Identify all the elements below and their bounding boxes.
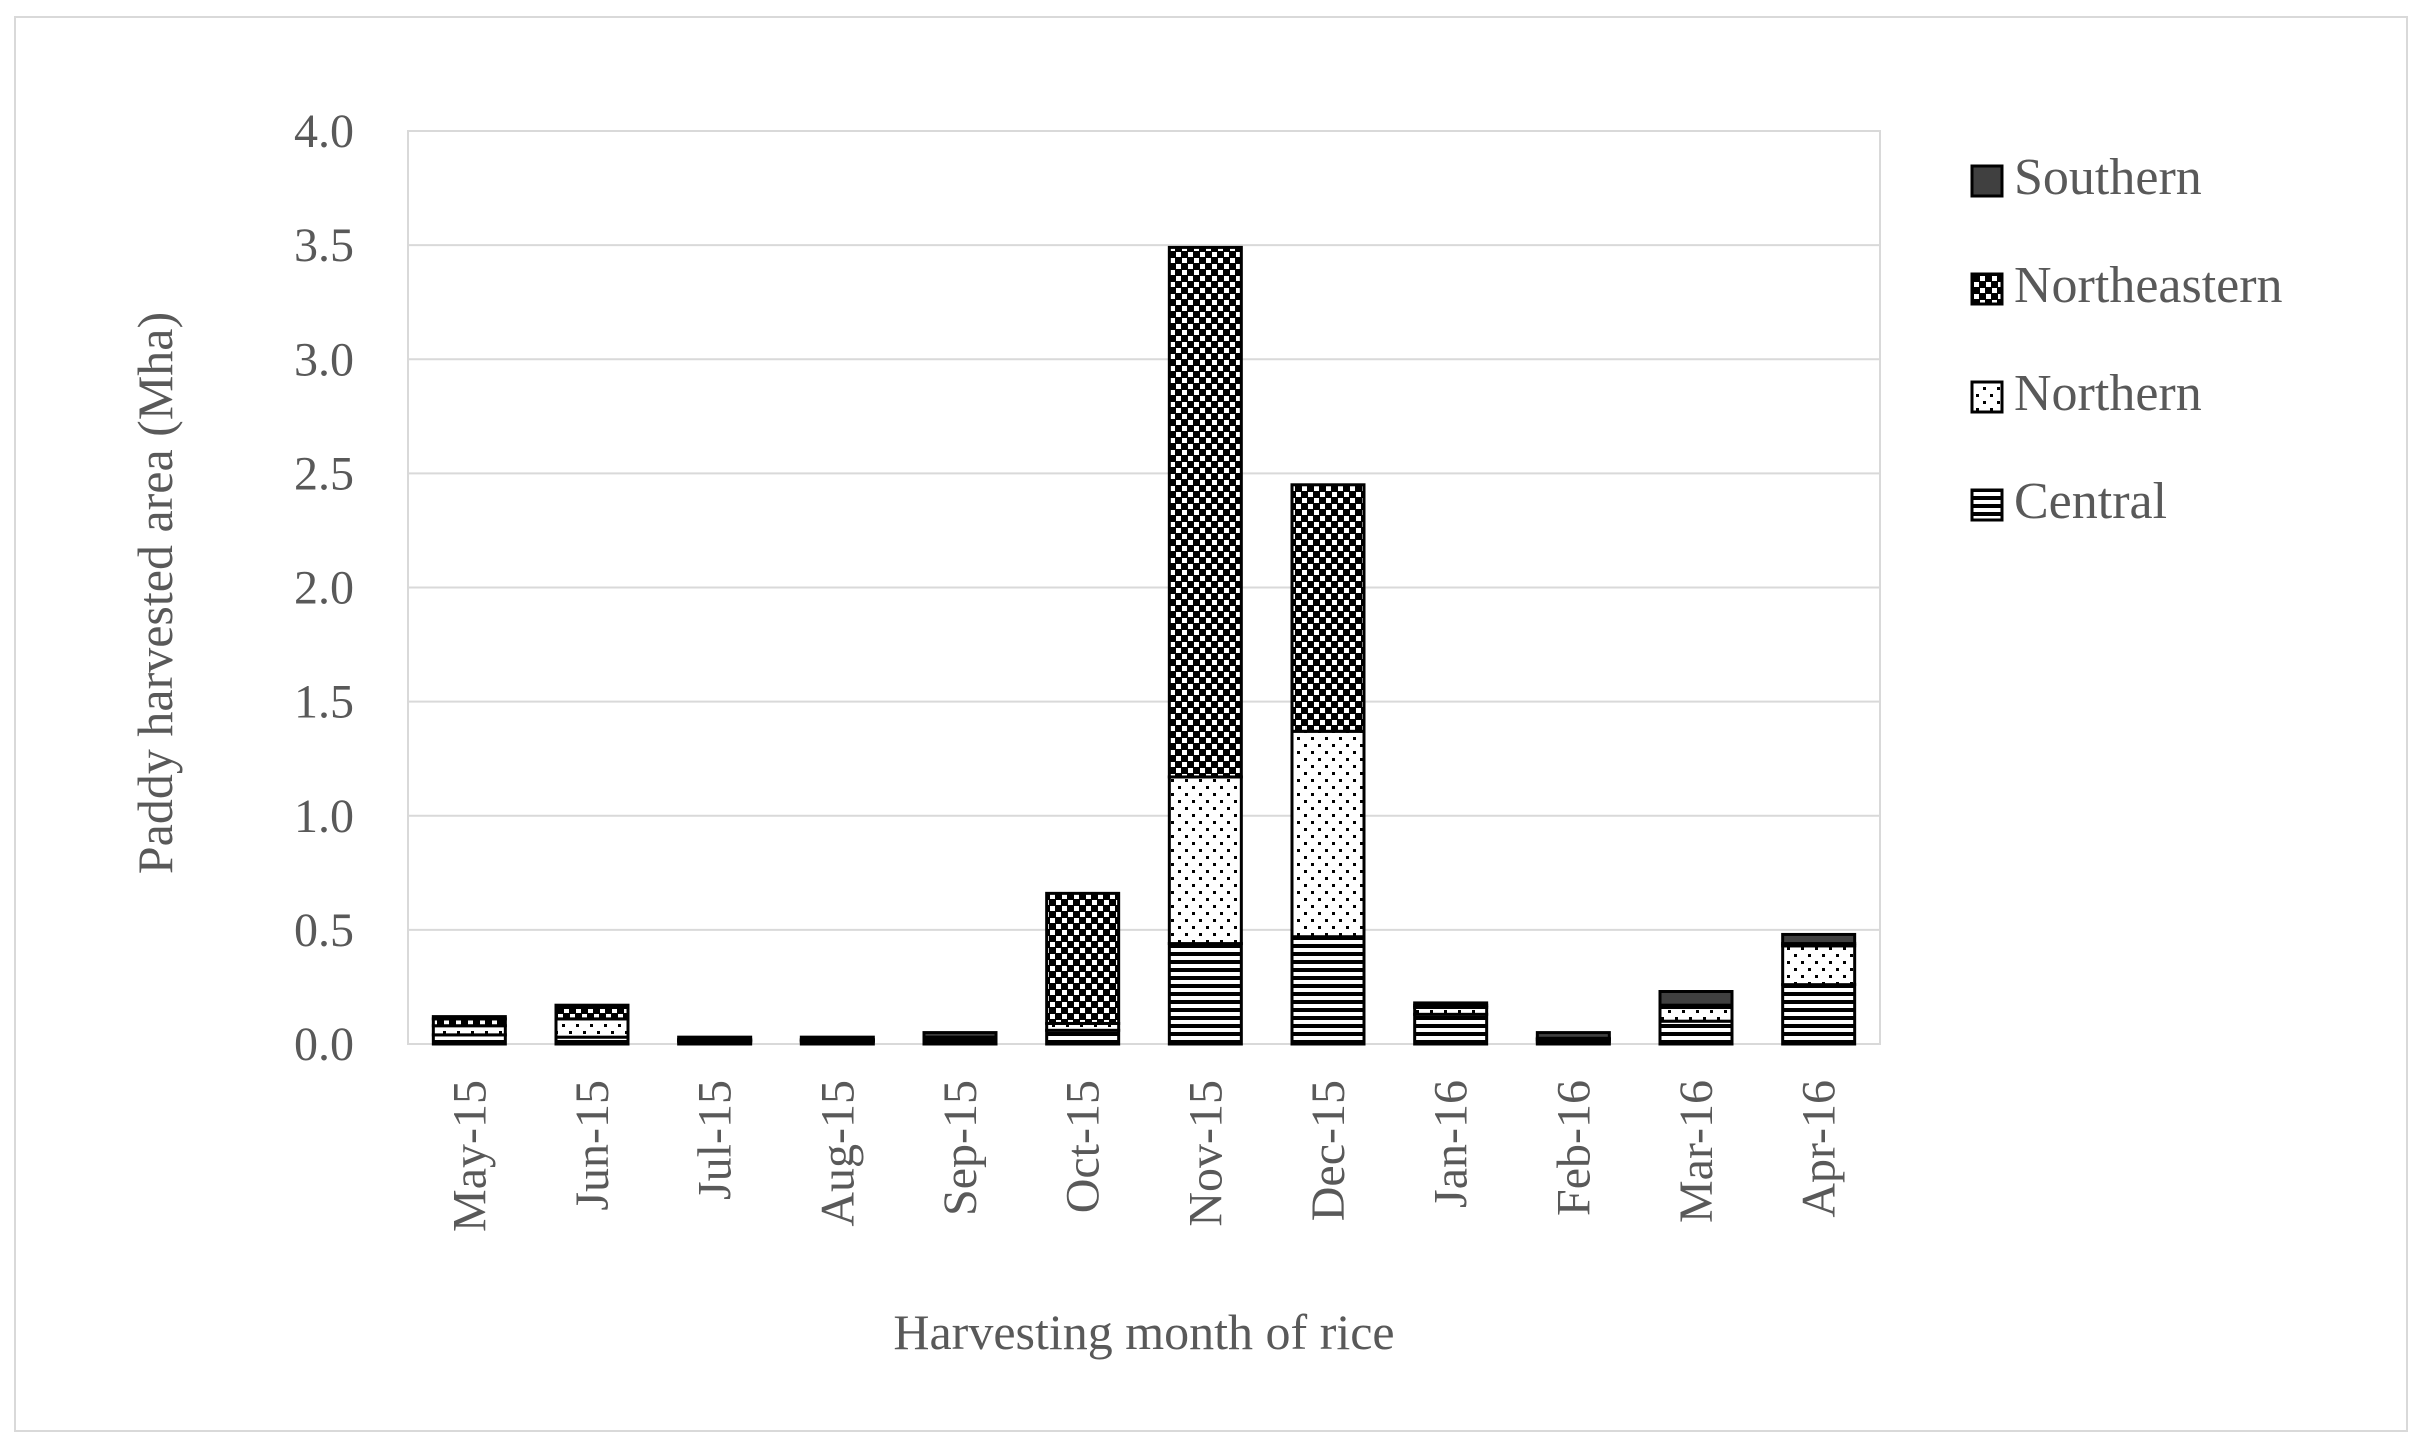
bar-stack-Mar-16 (1658, 990, 1734, 1046)
y-axis-title: Paddy harvested area (Mha) (127, 312, 183, 874)
bar-segment-southern (922, 1031, 998, 1039)
bar-segment-southern (1535, 1031, 1611, 1040)
bar-stack-May-15 (431, 1015, 507, 1046)
x-tick-label: May-15 (443, 1080, 496, 1232)
bar-stack-Jul-15 (677, 1035, 753, 1046)
bar-segment-northeastern (554, 1005, 630, 1021)
bar-stack-Feb-16 (1535, 1031, 1611, 1046)
gridlines (408, 130, 1880, 1045)
bar-segment-central (1413, 1012, 1489, 1046)
legend-label: Southern (2014, 149, 2202, 206)
x-tick-label: Jul-15 (689, 1080, 742, 1200)
legend: Southern Northeastern Northern Central (1970, 149, 2283, 530)
bar-segment-northeastern (1290, 483, 1366, 733)
x-tick-label: Mar-16 (1670, 1080, 1723, 1223)
y-tick-label: 2.5 (294, 447, 354, 500)
bar-segment-central (1658, 1019, 1734, 1046)
legend-label: Northeastern (2014, 257, 2283, 314)
bar-stack-Jan-16 (1413, 1001, 1489, 1046)
y-tick-label: 3.5 (294, 219, 354, 272)
x-tick-label: Feb-16 (1547, 1080, 1600, 1216)
bar-segment-central (1290, 935, 1366, 1046)
y-tick-label: 1.5 (294, 676, 354, 729)
bars (431, 245, 1857, 1046)
bar-stack-Oct-15 (1045, 891, 1121, 1046)
bar-segment-southern (1658, 990, 1734, 1007)
bar-stack-Aug-15 (799, 1035, 875, 1046)
x-tick-label: Jan-16 (1425, 1080, 1478, 1208)
bar-segment-northern (1781, 944, 1857, 987)
bar-segment-northeastern (1167, 245, 1243, 779)
bar-segment-southern (1781, 932, 1857, 946)
legend-label: Northern (2014, 365, 2202, 422)
legend-item-northeastern: Northeastern (1970, 257, 2283, 314)
bar-segment-central (1045, 1028, 1121, 1046)
legend-swatch (1970, 272, 2004, 306)
bar-segment-northern (1167, 775, 1243, 946)
y-tick-label: 3.0 (294, 333, 354, 386)
legend-swatch (1970, 380, 2004, 414)
bar-segment-central (1781, 983, 1857, 1046)
legend-item-southern: Southern (1970, 149, 2202, 206)
bar-segment-southern (799, 1035, 875, 1041)
x-tick-label: Nov-15 (1179, 1080, 1232, 1227)
bar-segment-southern (677, 1035, 753, 1041)
bar-segment-southern (554, 1003, 630, 1009)
x-tick-label: Dec-15 (1302, 1080, 1355, 1221)
bar-segment-northern (1658, 1005, 1734, 1023)
bar-segment-central (1167, 942, 1243, 1046)
bar-stack-Dec-15 (1290, 483, 1366, 1046)
bar-stack-Jun-15 (554, 1003, 630, 1046)
x-tick-label: Oct-15 (1057, 1080, 1110, 1213)
x-tick-label: Jun-15 (566, 1080, 619, 1211)
y-tick-label: 0.5 (294, 904, 354, 957)
y-tick-label: 1.0 (294, 790, 354, 843)
bar-segment-northeastern (1045, 891, 1121, 1025)
legend-swatch (1970, 164, 2004, 198)
x-tick-label: Apr-16 (1793, 1080, 1846, 1218)
x-axis-tick-labels: May-15 Jun-15 Jul-15 Aug-15 Sep-15 Oct-15 Nov-… (443, 1080, 1845, 1232)
legend-swatch (1970, 488, 2004, 522)
x-tick-label: Sep-15 (934, 1080, 987, 1216)
x-axis-title: Harvesting month of rice (893, 1304, 1394, 1360)
y-axis-tick-labels: 0.0 0.5 1.0 1.5 2.0 2.5 3.0 3.5 4.0 (294, 105, 354, 1071)
x-tick-label: Aug-15 (811, 1080, 864, 1227)
bar-stack-Apr-16 (1781, 932, 1857, 1046)
legend-item-central: Central (1970, 473, 2167, 530)
y-tick-label: 4.0 (294, 105, 354, 158)
y-tick-label: 2.0 (294, 562, 354, 615)
bar-stack-Sep-15 (922, 1031, 998, 1046)
bar-segment-northern (554, 1017, 630, 1039)
y-tick-label: 0.0 (294, 1018, 354, 1071)
bar-segment-southern (431, 1015, 507, 1021)
bar-segment-southern (1413, 1001, 1489, 1007)
bar-segment-northern (1290, 729, 1366, 939)
legend-label: Central (2014, 473, 2167, 530)
bar-stack-Nov-15 (1167, 245, 1243, 1046)
legend-item-northern: Northern (1970, 365, 2202, 422)
